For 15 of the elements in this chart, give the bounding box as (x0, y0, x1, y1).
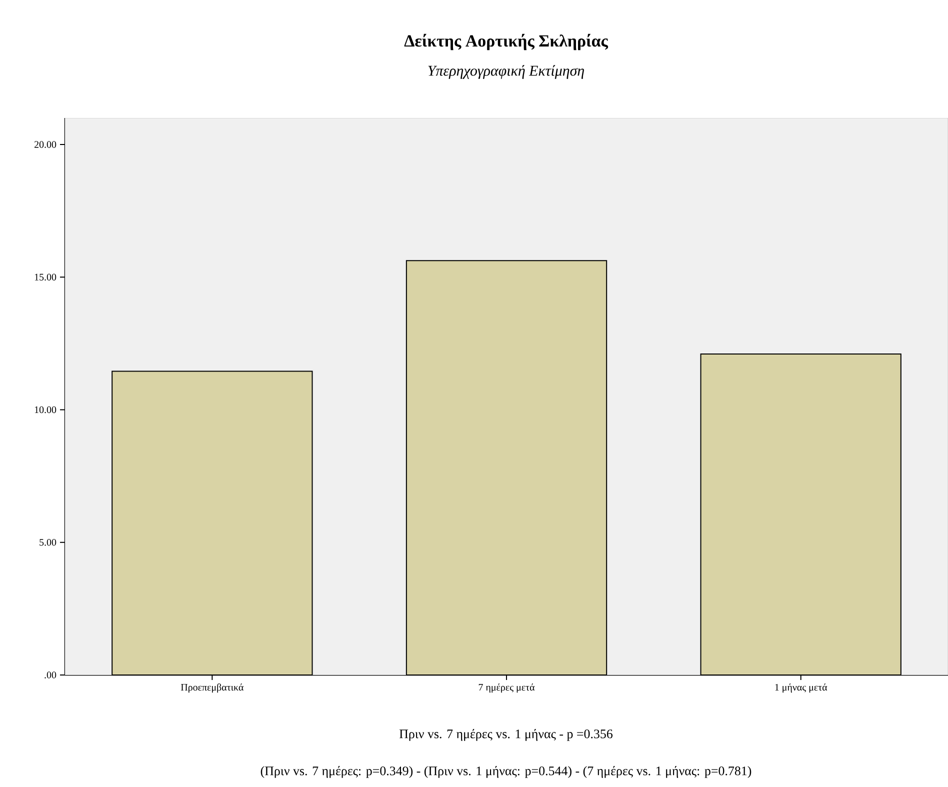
bar (700, 354, 902, 675)
y-tick-label: 15.00 (34, 274, 56, 281)
text: Πριν vs. 7 ημέρες vs. 1 μήνας - p =0.356 (399, 729, 613, 741)
chart-subtitle: Υπερηχογραφική Εκτίμηση (428, 65, 584, 79)
y-tick-label: 10.00 (34, 406, 56, 414)
y-tick-label: 5.00 (40, 538, 56, 546)
x-tick-label: Προεπεμβατικά (180, 684, 244, 693)
x-tick-label: 7 ημέρες μετά (478, 684, 535, 693)
chart-title: Δείκτης Αορτικής Σκληρίας (404, 34, 608, 50)
bar (112, 370, 313, 675)
y-tick-label: 20.00 (34, 141, 56, 148)
bar (406, 260, 608, 675)
y-tick-label: .00 (44, 672, 56, 678)
text: (Πριν vs. 7 ημέρες: p=0.349) - (Πριν vs. 1 μήνας: p=0.544) - (7 ημέρες vs. 1 μήνας: p=0.781) (260, 766, 752, 778)
x-tick-label: 1 μήνας μετά (775, 684, 828, 693)
